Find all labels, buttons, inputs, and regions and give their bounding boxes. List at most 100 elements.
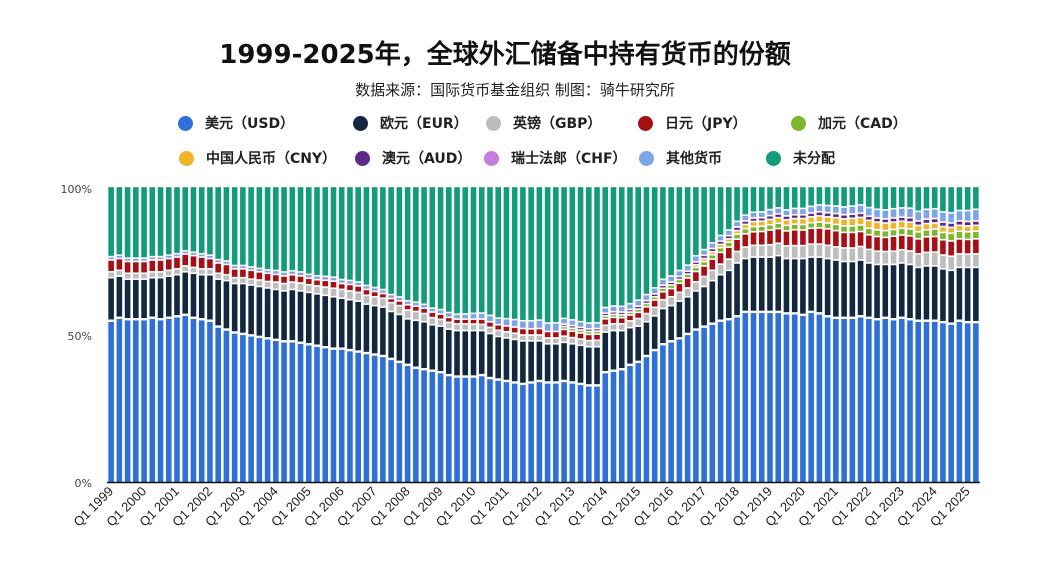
- bar-segment-unallocated[interactable]: [124, 187, 131, 258]
- bar-segment-usd[interactable]: [915, 321, 922, 482]
- bar-segment-gbp[interactable]: [157, 272, 164, 277]
- bar-segment-usd[interactable]: [487, 379, 493, 482]
- bar-segment-eur[interactable]: [964, 268, 971, 321]
- bar-segment-eur[interactable]: [610, 331, 617, 370]
- bar-segment-other[interactable]: [857, 205, 864, 213]
- bar-segment-usd[interactable]: [808, 313, 814, 482]
- bar-segment-unallocated[interactable]: [643, 187, 650, 294]
- bar-segment-unallocated[interactable]: [791, 187, 798, 208]
- bar-segment-unallocated[interactable]: [116, 187, 123, 255]
- bar-segment-chf[interactable]: [437, 312, 444, 314]
- bar-segment-usd[interactable]: [133, 320, 139, 482]
- bar-segment-gbp[interactable]: [701, 277, 707, 286]
- bar-segment-unallocated[interactable]: [956, 187, 963, 210]
- bar-segment-usd[interactable]: [421, 370, 427, 482]
- bar-segment-other[interactable]: [322, 277, 329, 280]
- bar-segment-unallocated[interactable]: [462, 187, 469, 314]
- bar-segment-usd[interactable]: [973, 323, 979, 482]
- bar-segment-jpy[interactable]: [915, 239, 922, 254]
- bar-segment-unallocated[interactable]: [890, 187, 897, 208]
- bar-segment-other[interactable]: [421, 305, 427, 308]
- bar-segment-usd[interactable]: [948, 324, 954, 482]
- bar-segment-other[interactable]: [404, 301, 411, 304]
- bar-segment-eur[interactable]: [684, 297, 691, 333]
- bar-segment-unallocated[interactable]: [305, 187, 312, 274]
- bar-segment-eur[interactable]: [734, 263, 740, 316]
- bar-segment-other[interactable]: [478, 313, 485, 318]
- bar-segment-gbp[interactable]: [783, 246, 790, 258]
- bar-segment-other[interactable]: [215, 260, 221, 262]
- bar-segment-jpy[interactable]: [717, 253, 724, 264]
- bar-segment-unallocated[interactable]: [520, 187, 526, 320]
- bar-segment-usd[interactable]: [454, 377, 460, 482]
- bar-segment-jpy[interactable]: [882, 238, 889, 251]
- bar-segment-chf[interactable]: [767, 214, 773, 215]
- bar-segment-usd[interactable]: [923, 321, 930, 482]
- bar-segment-eur[interactable]: [215, 279, 221, 326]
- bar-segment-gbp[interactable]: [248, 279, 254, 285]
- bar-segment-chf[interactable]: [544, 330, 551, 331]
- bar-segment-other[interactable]: [116, 255, 123, 258]
- bar-segment-cad[interactable]: [973, 232, 979, 239]
- bar-segment-eur[interactable]: [281, 291, 287, 341]
- bar-segment-gbp[interactable]: [767, 245, 773, 257]
- bar-segment-gbp[interactable]: [948, 257, 954, 270]
- bar-segment-gbp[interactable]: [429, 318, 436, 324]
- bar-segment-jpy[interactable]: [421, 309, 427, 313]
- legend-item-usd[interactable]: 美元（USD）: [178, 113, 294, 133]
- bar-segment-gbp[interactable]: [956, 254, 963, 267]
- bar-segment-unallocated[interactable]: [693, 187, 699, 255]
- bar-segment-gbp[interactable]: [791, 246, 798, 258]
- bar-segment-usd[interactable]: [470, 377, 477, 482]
- bar-segment-eur[interactable]: [511, 340, 518, 382]
- bar-segment-aud[interactable]: [849, 214, 856, 218]
- bar-segment-eur[interactable]: [874, 265, 880, 319]
- bar-segment-gbp[interactable]: [116, 271, 123, 276]
- bar-segment-eur[interactable]: [627, 328, 633, 364]
- bar-segment-unallocated[interactable]: [660, 187, 666, 279]
- bar-segment-chf[interactable]: [413, 304, 419, 306]
- bar-segment-eur[interactable]: [240, 284, 246, 333]
- bar-segment-other[interactable]: [791, 209, 798, 214]
- bar-segment-eur[interactable]: [561, 343, 567, 380]
- bar-segment-usd[interactable]: [157, 320, 164, 482]
- bar-segment-other[interactable]: [157, 257, 164, 259]
- bar-segment-jpy[interactable]: [800, 230, 806, 245]
- bar-segment-other[interactable]: [133, 258, 139, 261]
- bar-segment-cny[interactable]: [866, 221, 872, 228]
- bar-segment-unallocated[interactable]: [215, 187, 221, 259]
- bar-segment-unallocated[interactable]: [413, 187, 419, 302]
- bar-segment-other[interactable]: [800, 209, 806, 214]
- bar-segment-aud[interactable]: [800, 215, 806, 218]
- bar-segment-unallocated[interactable]: [553, 187, 559, 322]
- bar-segment-gbp[interactable]: [454, 324, 460, 330]
- bar-segment-chf[interactable]: [627, 308, 633, 309]
- bar-segment-jpy[interactable]: [618, 318, 625, 324]
- bar-segment-aud[interactable]: [783, 216, 790, 219]
- bar-segment-gbp[interactable]: [717, 264, 724, 274]
- bar-segment-aud[interactable]: [561, 324, 567, 326]
- bar-segment-chf[interactable]: [248, 268, 254, 270]
- bar-segment-eur[interactable]: [305, 293, 312, 344]
- bar-segment-usd[interactable]: [907, 320, 913, 482]
- bar-segment-gbp[interactable]: [849, 248, 856, 261]
- bar-segment-other[interactable]: [511, 320, 518, 326]
- bar-segment-chf[interactable]: [264, 271, 271, 273]
- bar-segment-eur[interactable]: [717, 275, 724, 320]
- bar-segment-other[interactable]: [660, 280, 666, 285]
- legend-item-jpy[interactable]: 日元（JPY）: [638, 113, 747, 133]
- bar-segment-aud[interactable]: [577, 328, 584, 330]
- bar-segment-eur[interactable]: [207, 275, 213, 320]
- bar-segment-cad[interactable]: [569, 329, 576, 331]
- bar-segment-other[interactable]: [281, 272, 287, 275]
- bar-segment-chf[interactable]: [841, 213, 847, 214]
- bar-segment-eur[interactable]: [536, 341, 543, 380]
- bar-segment-other[interactable]: [569, 320, 576, 325]
- bar-segment-cny[interactable]: [734, 231, 740, 234]
- bar-segment-unallocated[interactable]: [404, 187, 411, 300]
- bar-segment-cny[interactable]: [874, 222, 880, 229]
- bar-segment-unallocated[interactable]: [133, 187, 139, 258]
- bar-segment-jpy[interactable]: [207, 259, 213, 269]
- bar-segment-usd[interactable]: [380, 357, 386, 482]
- bar-segment-unallocated[interactable]: [355, 187, 361, 282]
